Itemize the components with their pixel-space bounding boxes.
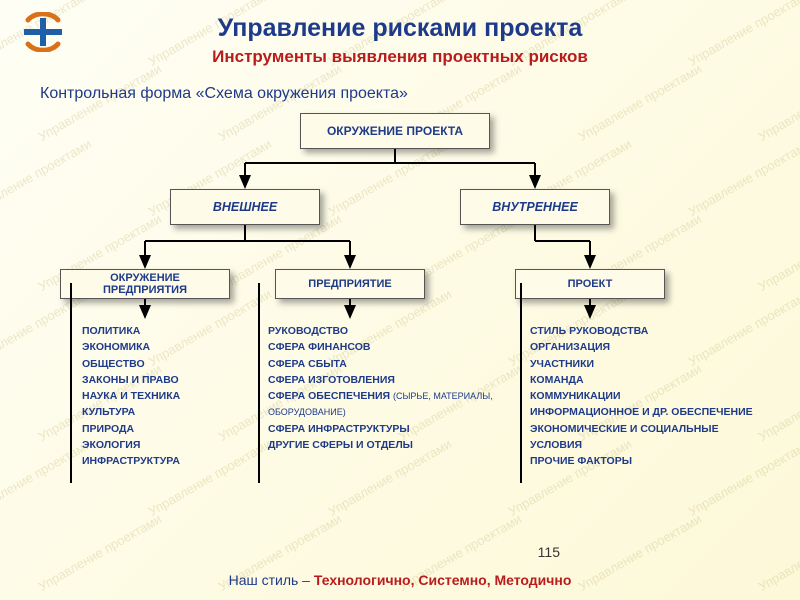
node-root: ОКРУЖЕНИЕ ПРОЕКТА xyxy=(300,113,490,149)
node-project: ПРОЕКТ xyxy=(515,269,665,299)
leaf-list-enterprise: РУКОВОДСТВОСФЕРА ФИНАНСОВСФЕРА СБЫТАСФЕР… xyxy=(268,323,508,453)
leaf-item: ЭКОНОМИЧЕСКИЕ И СОЦИАЛЬНЫЕ УСЛОВИЯ xyxy=(530,421,760,454)
leaf-item: ОБЩЕСТВО xyxy=(82,356,252,372)
leaf-item: СФЕРА ФИНАНСОВ xyxy=(268,339,508,355)
leaf-item: УЧАСТНИКИ xyxy=(530,356,760,372)
leaf-list-env: ПОЛИТИКАЭКОНОМИКАОБЩЕСТВОЗАКОНЫ И ПРАВОН… xyxy=(82,323,252,469)
leaf-item: КОММУНИКАЦИИ xyxy=(530,388,760,404)
hierarchy-diagram: ОКРУЖЕНИЕ ПРОЕКТА ВНЕШНЕЕ ВНУТРЕННЕЕ ОКР… xyxy=(40,113,760,513)
leaf-bracket-c xyxy=(520,283,522,483)
leaf-list-project: СТИЛЬ РУКОВОДСТВАОРГАНИЗАЦИЯУЧАСТНИКИКОМ… xyxy=(530,323,760,469)
leaf-item: ПОЛИТИКА xyxy=(82,323,252,339)
leaf-item: ПРИРОДА xyxy=(82,421,252,437)
leaf-item: ЭКОЛОГИЯ xyxy=(82,437,252,453)
leaf-item: СФЕРА ОБЕСПЕЧЕНИЯ (СЫРЬЕ, МАТЕРИАЛЫ, ОБО… xyxy=(268,388,508,421)
footer-motto: Наш стиль – Технологично, Системно, Мето… xyxy=(0,572,800,588)
page-title: Управление рисками проекта xyxy=(0,0,800,43)
leaf-bracket-a xyxy=(70,283,72,483)
page-number: 115 xyxy=(538,544,560,560)
leaf-item: ЭКОНОМИКА xyxy=(82,339,252,355)
leaf-item: ИНФОРМАЦИОННОЕ И ДР. ОБЕСПЕЧЕНИЕ xyxy=(530,404,760,420)
footer-strong: Технологично, Системно, Методично xyxy=(314,572,572,588)
logo xyxy=(18,12,68,52)
leaf-item: СТИЛЬ РУКОВОДСТВА xyxy=(530,323,760,339)
leaf-item: ИНФРАСТРУКТУРА xyxy=(82,453,252,469)
node-env: ОКРУЖЕНИЕ ПРЕДПРИЯТИЯ xyxy=(60,269,230,299)
leaf-item: КОМАНДА xyxy=(530,372,760,388)
page-subtitle: Инструменты выявления проектных рисков xyxy=(0,47,800,67)
leaf-item: РУКОВОДСТВО xyxy=(268,323,508,339)
leaf-item: СФЕРА ИНФРАСТРУКТУРЫ xyxy=(268,421,508,437)
leaf-item: ЗАКОНЫ И ПРАВО xyxy=(82,372,252,388)
leaf-item: НАУКА И ТЕХНИКА xyxy=(82,388,252,404)
leaf-bracket-b xyxy=(258,283,260,483)
leaf-item: ДРУГИЕ СФЕРЫ И ОТДЕЛЫ xyxy=(268,437,508,453)
node-internal: ВНУТРЕННЕЕ xyxy=(460,189,610,225)
leaf-item: ПРОЧИЕ ФАКТОРЫ xyxy=(530,453,760,469)
node-external: ВНЕШНЕЕ xyxy=(170,189,320,225)
section-heading: Контрольная форма «Схема окружения проек… xyxy=(40,85,800,103)
node-enterprise: ПРЕДПРИЯТИЕ xyxy=(275,269,425,299)
leaf-item: СФЕРА ИЗГОТОВЛЕНИЯ xyxy=(268,372,508,388)
leaf-item: ОРГАНИЗАЦИЯ xyxy=(530,339,760,355)
leaf-item: СФЕРА СБЫТА xyxy=(268,356,508,372)
footer-lead: Наш стиль – xyxy=(229,572,314,588)
leaf-item: КУЛЬТУРА xyxy=(82,404,252,420)
